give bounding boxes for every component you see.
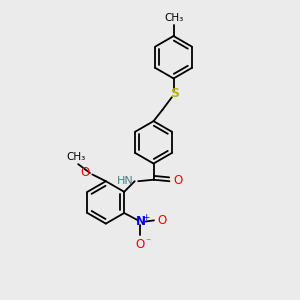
- Text: S: S: [170, 87, 179, 100]
- Text: O: O: [157, 214, 166, 227]
- Text: O: O: [173, 174, 182, 187]
- Text: +: +: [142, 213, 149, 222]
- Text: CH₃: CH₃: [164, 14, 183, 23]
- Text: HN: HN: [117, 176, 134, 186]
- Text: N: N: [135, 215, 146, 228]
- Text: CH₃: CH₃: [67, 152, 86, 162]
- Text: O: O: [80, 166, 89, 179]
- Text: ⁻: ⁻: [146, 238, 151, 248]
- Text: O: O: [136, 238, 145, 251]
